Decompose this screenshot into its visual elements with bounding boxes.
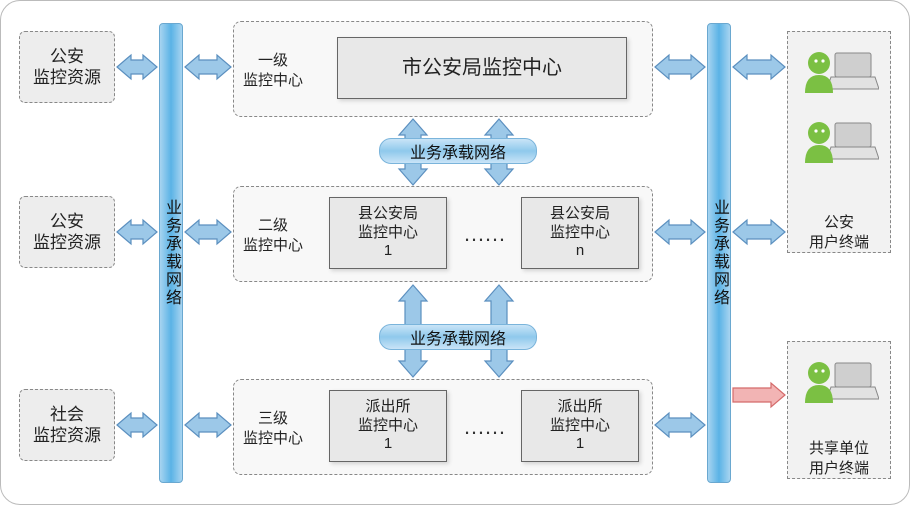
terminal-label: 共享单位用户终端 [787, 439, 891, 478]
monitor-center-node: 派出所监控中心1 [329, 390, 447, 462]
network-bus-label: 业务承载网络 [159, 199, 183, 307]
user-terminal-icon [799, 43, 859, 98]
network-pill: 业务承载网络 [379, 138, 537, 164]
tier-label: 一级监控中心 [243, 51, 303, 90]
arrow-horizontal [655, 55, 705, 79]
tier-label: 二级监控中心 [243, 216, 303, 255]
arrow-horizontal [733, 220, 785, 244]
tier-label: 三级监控中心 [243, 409, 303, 448]
monitor-center-node: 市公安局监控中心 [337, 37, 627, 99]
ellipsis: …… [463, 414, 505, 440]
arrow-horizontal [185, 55, 231, 79]
network-bus-label: 业务承载网络 [707, 199, 731, 307]
diagram-canvas: 公安监控资源公安监控资源社会监控资源业务承载网络业务承载网络一级监控中心市公安局… [0, 0, 910, 505]
arrow-horizontal [655, 413, 705, 437]
network-pill: 业务承载网络 [379, 324, 537, 350]
arrow-horizontal [733, 55, 785, 79]
user-terminal-icon [799, 113, 859, 168]
arrow-horizontal [733, 383, 785, 407]
terminal-label: 公安用户终端 [787, 213, 891, 252]
arrow-horizontal [185, 220, 231, 244]
arrow-horizontal [185, 413, 231, 437]
arrow-horizontal [655, 220, 705, 244]
resource-box: 社会监控资源 [19, 389, 115, 461]
monitor-center-node: 派出所监控中心1 [521, 390, 639, 462]
resource-box: 公安监控资源 [19, 31, 115, 103]
user-terminal-icon [799, 353, 859, 408]
network-bus-bar: 业务承载网络 [707, 23, 731, 483]
arrow-horizontal [117, 413, 157, 437]
monitor-center-node: 县公安局监控中心1 [329, 197, 447, 269]
network-bus-bar: 业务承载网络 [159, 23, 183, 483]
arrow-horizontal [117, 55, 157, 79]
resource-box: 公安监控资源 [19, 196, 115, 268]
arrow-horizontal [117, 220, 157, 244]
ellipsis: …… [463, 221, 505, 247]
monitor-center-node: 县公安局监控中心n [521, 197, 639, 269]
